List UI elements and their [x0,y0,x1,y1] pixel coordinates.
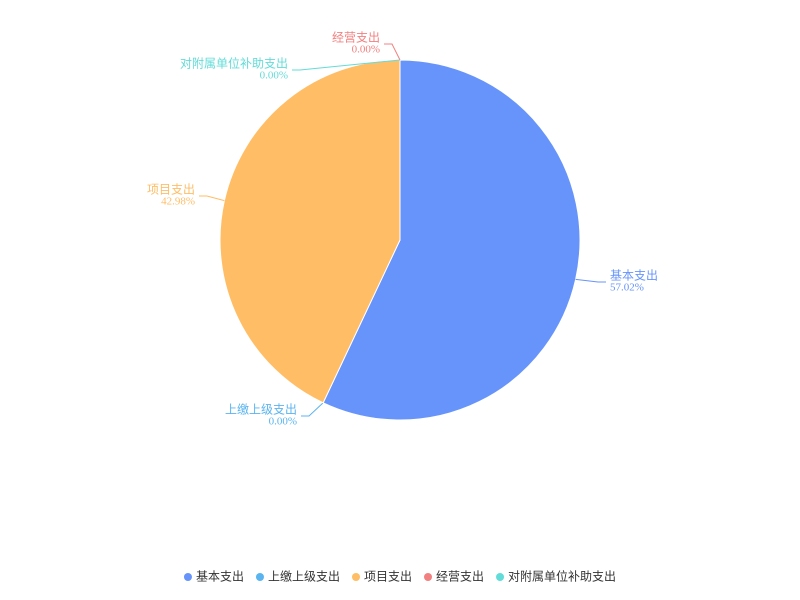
slice-label: 基本支出 [610,269,658,283]
legend-label: 上缴上级支出 [268,569,340,584]
slice-value-label: 0.00% [269,416,297,428]
pie-slice [219,59,401,404]
leader-line [292,59,401,71]
legend-swatch [351,573,360,581]
legend-label: 对附属单位补助支出 [508,569,616,584]
leader-line [199,195,225,202]
slice-label: 对附属单位补助支出 [180,56,288,71]
slice-label: 项目支出 [147,183,195,197]
slice-label: 上缴上级支出 [225,402,297,417]
leader-line [575,278,606,283]
legend: 基本支出 上缴上级支出 项目支出 经营支出 对附属单位补助支出 [183,569,616,584]
legend-swatch [183,573,192,581]
slice-value-label: 57.02% [610,282,644,294]
legend-label: 经营支出 [436,570,484,584]
slice-value-label: 0.00% [352,44,380,56]
slice-value-label: 42.98% [161,196,195,208]
leader-line [301,402,324,417]
legend-label: 项目支出 [364,570,412,584]
legend-label: 基本支出 [196,570,244,584]
leader-line [384,43,401,61]
legend-swatch [424,573,433,581]
slice-value-label: 0.00% [260,70,288,82]
legend-swatch [496,573,505,581]
slice-label: 经营支出 [332,31,380,45]
legend-swatch [255,573,264,581]
